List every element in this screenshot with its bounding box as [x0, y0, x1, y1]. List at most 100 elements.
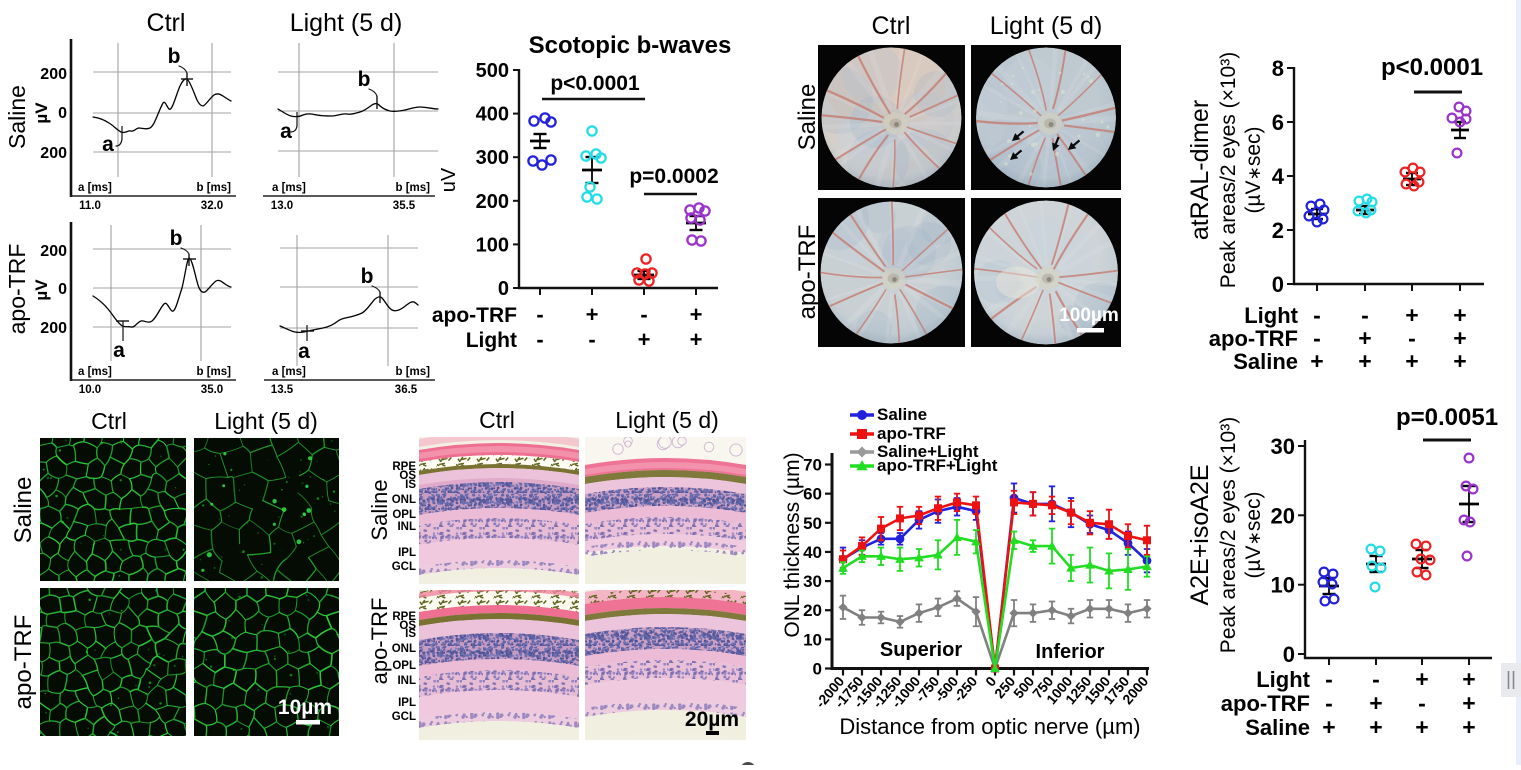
svg-text:Ctrl: Ctrl [91, 408, 127, 434]
svg-text:40: 40 [803, 543, 822, 562]
svg-text:Light: Light [1256, 667, 1310, 692]
svg-text:Light (5 d): Light (5 d) [990, 12, 1103, 40]
svg-text:Saline: Saline [794, 84, 821, 151]
svg-text:b: b [358, 68, 371, 91]
svg-text:Scotopic b-waves: Scotopic b-waves [529, 32, 732, 59]
svg-text:IS: IS [405, 628, 416, 640]
svg-text:400: 400 [476, 104, 509, 126]
svg-text:apo-TRF: apo-TRF [1221, 691, 1310, 716]
svg-text:-: - [1418, 690, 1426, 716]
svg-text:13.5: 13.5 [271, 384, 294, 396]
svg-text:a [ms]: a [ms] [272, 182, 306, 194]
svg-text:Saline: Saline [367, 479, 392, 540]
svg-text:p<0.0001: p<0.0001 [550, 72, 640, 95]
svg-text:Saline: Saline [10, 477, 37, 544]
svg-text:70: 70 [803, 456, 822, 475]
svg-text:(µV∗sec): (µV∗sec) [1242, 126, 1265, 213]
svg-text:100µm: 100µm [1059, 305, 1119, 326]
svg-text:200: 200 [40, 145, 67, 162]
svg-text:µV: µV [32, 102, 51, 124]
svg-text:Saline: Saline [1233, 349, 1298, 374]
svg-text:0: 0 [498, 278, 509, 300]
svg-text:apo-TRF: apo-TRF [877, 424, 946, 443]
svg-text:(µV∗sec): (µV∗sec) [1242, 491, 1265, 578]
svg-text:50: 50 [803, 514, 822, 533]
svg-text:200: 200 [40, 66, 67, 83]
svg-text:a [ms]: a [ms] [272, 366, 306, 378]
svg-text:Superior: Superior [880, 639, 962, 661]
svg-text:10: 10 [803, 630, 822, 649]
svg-text:-: - [1372, 666, 1380, 692]
svg-text:200: 200 [40, 320, 67, 337]
svg-text:11.0: 11.0 [79, 200, 101, 212]
svg-text:Light: Light [466, 329, 517, 352]
svg-text:Distance from optic nerve (µm): Distance from optic nerve (µm) [839, 714, 1140, 739]
svg-text:apo-TRF: apo-TRF [367, 598, 392, 685]
svg-text:uV: uV [438, 167, 460, 192]
svg-text:INL: INL [397, 521, 416, 533]
svg-text:Saline: Saline [877, 405, 927, 424]
svg-text:Ctrl: Ctrl [147, 9, 186, 37]
svg-text:apo-TRF: apo-TRF [1209, 326, 1298, 351]
svg-text:apo-TRF: apo-TRF [4, 244, 30, 335]
svg-text:0: 0 [58, 281, 67, 298]
svg-text:0: 0 [813, 660, 822, 679]
svg-text:atRAL-dimer: atRAL-dimer [1186, 100, 1214, 240]
svg-text:a: a [113, 339, 125, 362]
svg-text:Saline: Saline [1245, 715, 1310, 740]
svg-text:+: + [1369, 714, 1382, 740]
svg-text:GCL: GCL [392, 711, 416, 723]
svg-text:Light (5 d): Light (5 d) [615, 407, 719, 433]
svg-text:b [ms]: b [ms] [396, 366, 431, 378]
svg-text:+: + [1415, 666, 1428, 692]
svg-text:Peak areas/2 eyes (×10³): Peak areas/2 eyes (×10³) [1217, 417, 1240, 653]
svg-text:b [ms]: b [ms] [396, 182, 431, 194]
svg-text:20: 20 [1271, 503, 1295, 528]
svg-text:apo-TRF: apo-TRF [794, 225, 821, 320]
svg-text:0: 0 [1272, 272, 1284, 297]
svg-text:35.0: 35.0 [201, 384, 223, 396]
svg-text:A2E+isoA2E: A2E+isoA2E [1186, 464, 1214, 605]
svg-text:20µm: 20µm [685, 708, 739, 731]
svg-text:INL: INL [397, 675, 416, 687]
svg-text:8: 8 [1272, 56, 1284, 81]
svg-text:30: 30 [803, 572, 822, 591]
svg-text:b: b [170, 227, 183, 250]
svg-text:p<0.0001: p<0.0001 [1381, 54, 1483, 81]
svg-text:b [ms]: b [ms] [197, 182, 232, 194]
svg-text:+: + [1453, 348, 1466, 374]
svg-text:+: + [1462, 690, 1475, 716]
svg-text:35.5: 35.5 [393, 200, 416, 212]
svg-text:b: b [168, 45, 181, 68]
svg-text:OPL: OPL [392, 660, 416, 672]
svg-text:32.0: 32.0 [201, 200, 223, 212]
svg-text:a: a [280, 120, 292, 143]
svg-text:0: 0 [1283, 642, 1295, 667]
svg-text:a: a [298, 340, 310, 363]
svg-text:Ctrl: Ctrl [872, 12, 911, 40]
svg-text:13.0: 13.0 [271, 200, 293, 212]
svg-text:100: 100 [476, 234, 509, 256]
svg-text:ONL: ONL [392, 494, 416, 506]
svg-text:+: + [1358, 348, 1371, 374]
svg-text:-: - [588, 327, 595, 352]
svg-text:a [ms]: a [ms] [78, 366, 112, 378]
svg-text:+: + [690, 327, 703, 352]
svg-text:500: 500 [476, 60, 509, 82]
svg-text:+: + [638, 327, 651, 352]
svg-text:6: 6 [1272, 110, 1284, 135]
svg-text:ONL thickness (µm): ONL thickness (µm) [781, 452, 804, 637]
svg-text:b [ms]: b [ms] [197, 366, 232, 378]
svg-text:+: + [1405, 348, 1418, 374]
svg-text:apo-TRF: apo-TRF [10, 615, 37, 710]
svg-text:IPL: IPL [398, 547, 416, 559]
svg-text:+: + [1369, 690, 1382, 716]
svg-text:-: - [1325, 666, 1333, 692]
svg-text:10: 10 [1271, 573, 1295, 598]
svg-text:+: + [1462, 666, 1475, 692]
svg-text:+: + [1415, 714, 1428, 740]
svg-text:10.0: 10.0 [79, 384, 101, 396]
svg-text:200: 200 [40, 243, 67, 260]
svg-text:a: a [102, 133, 114, 156]
svg-text:-: - [1325, 690, 1333, 716]
